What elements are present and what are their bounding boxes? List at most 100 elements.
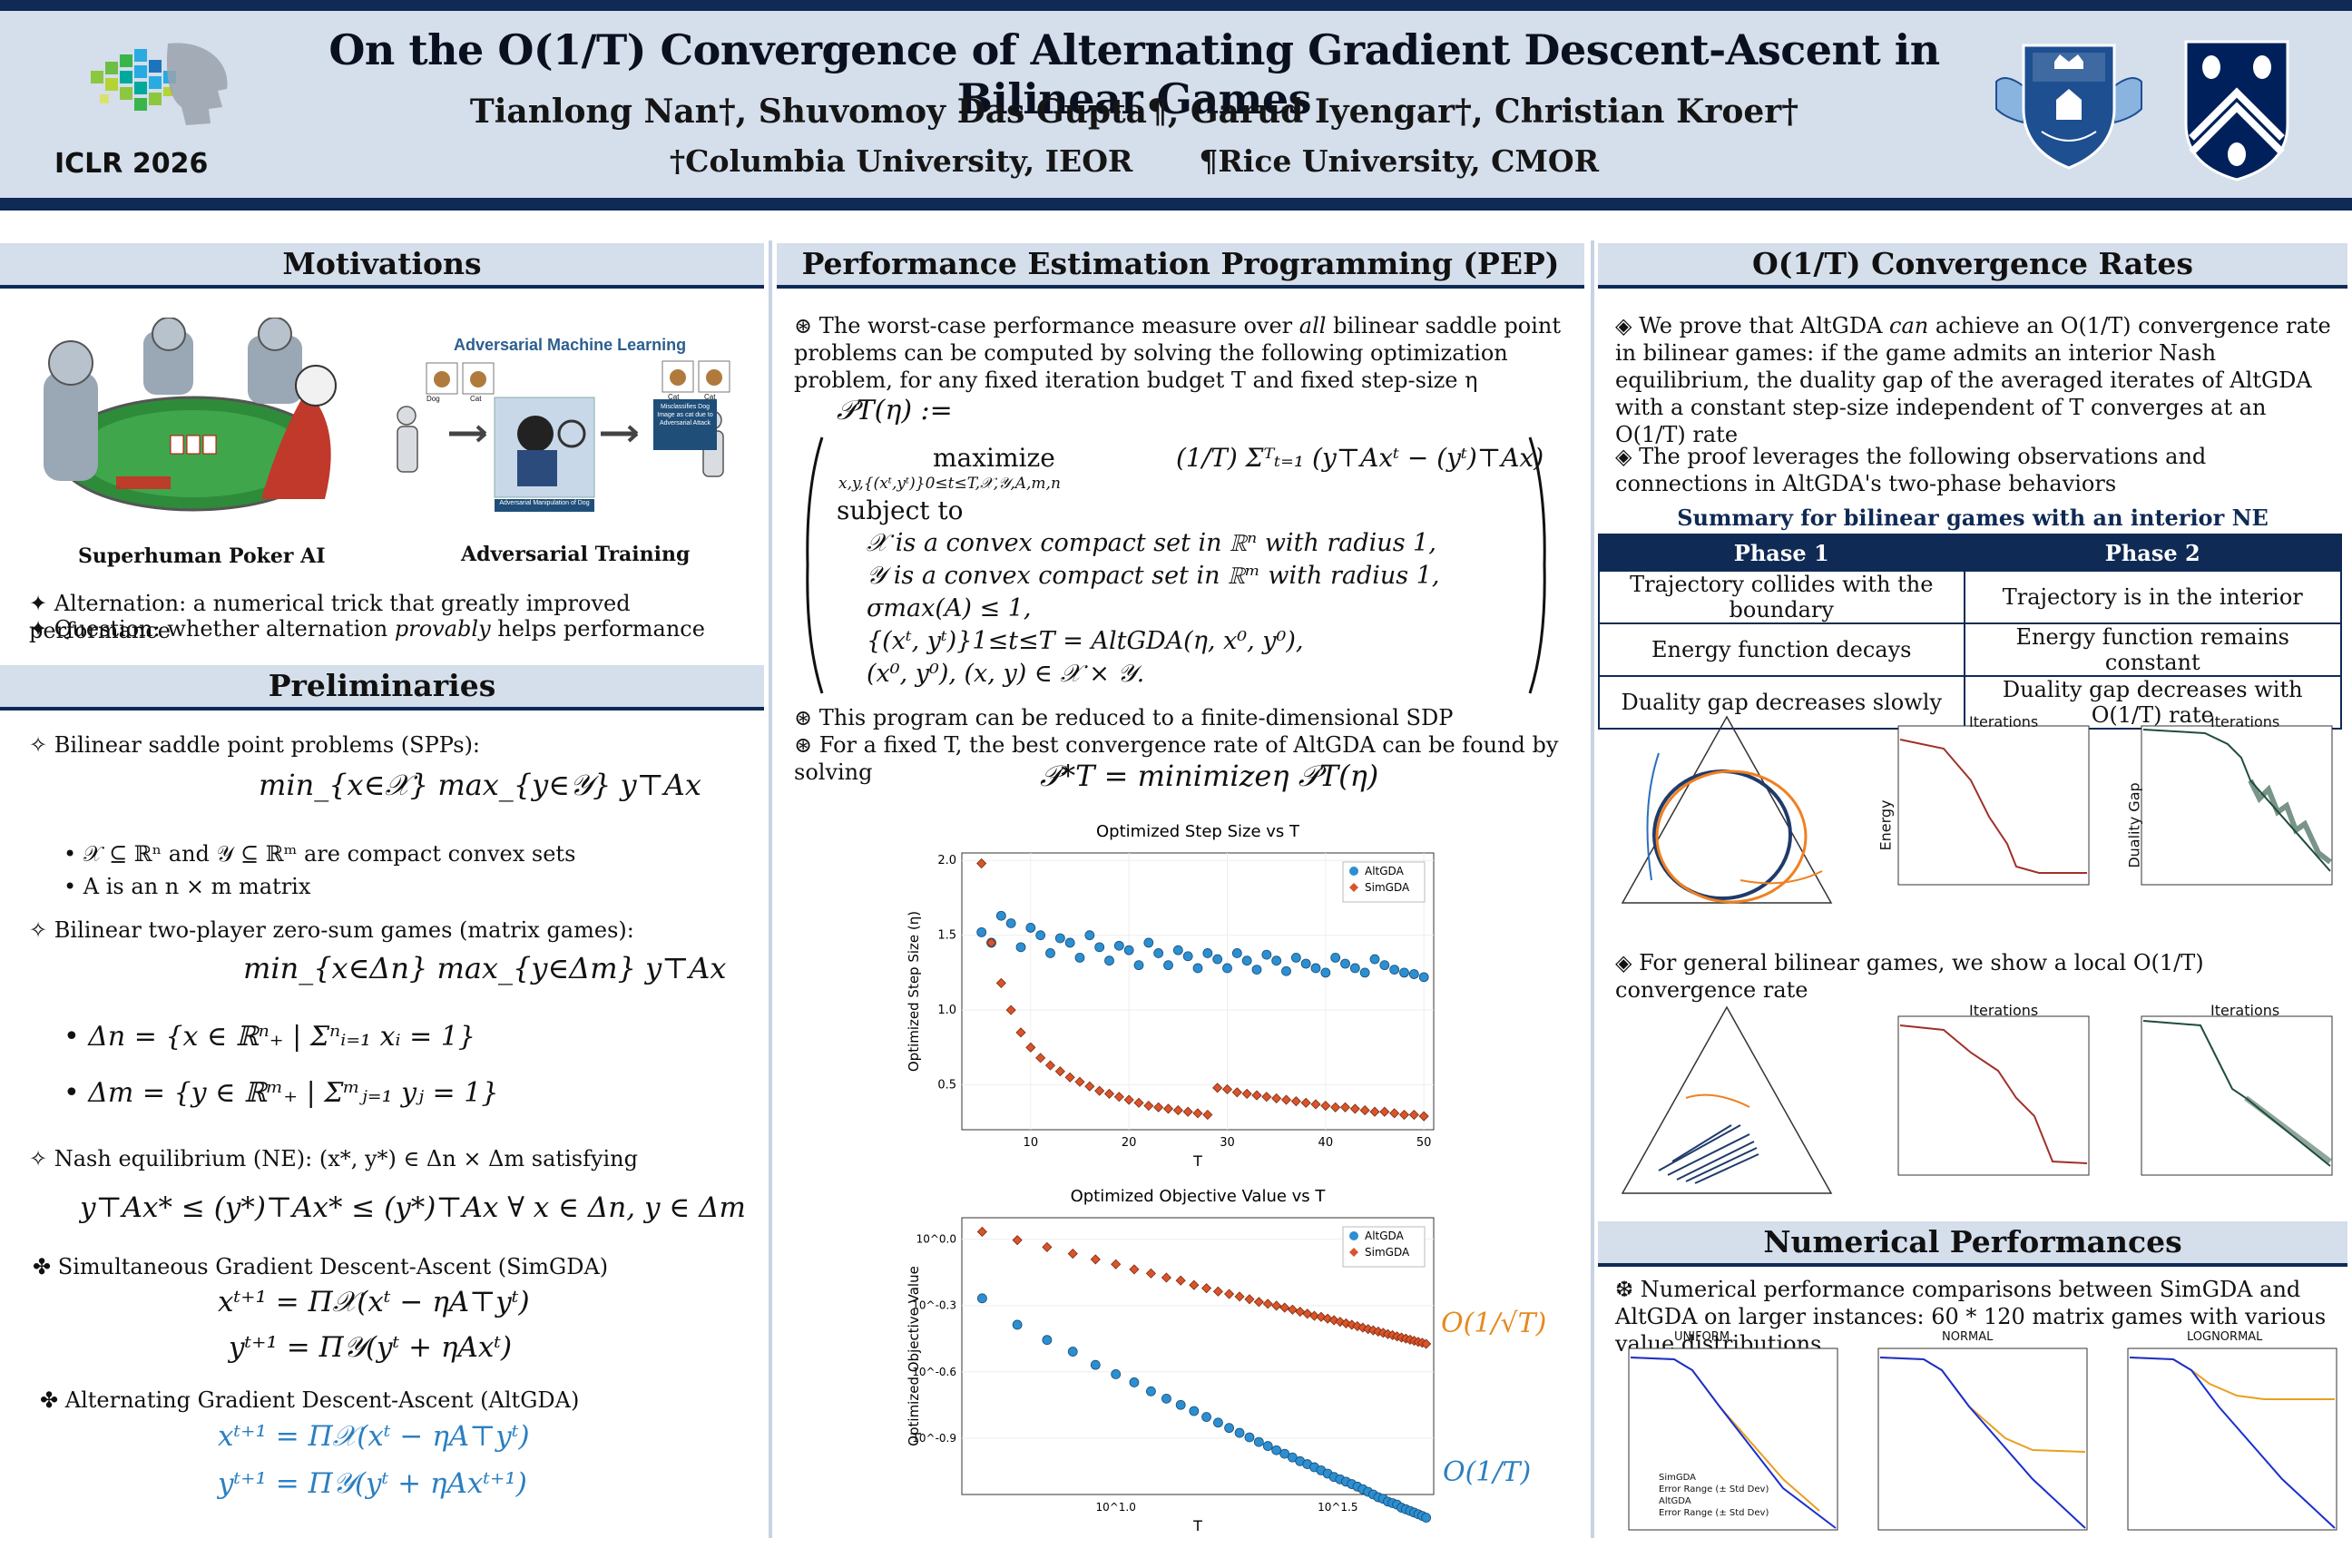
data-point-simgda	[1290, 1096, 1301, 1107]
pep-constraint: (x⁰, y⁰), (x, y) ∈ 𝒳 × 𝒴.	[867, 660, 1145, 688]
rates-paragraph-1: ◈ We prove that AltGDA can achieve an O(…	[1615, 313, 2331, 447]
data-point-simgda	[1064, 1072, 1075, 1083]
data-point-altgda	[1281, 965, 1291, 976]
data-point-simgda	[1212, 1083, 1223, 1093]
data-point-altgda	[1212, 954, 1223, 965]
data-point-simgda	[1192, 1108, 1203, 1119]
affiliation-columbia: †Columbia University, IEOR	[669, 143, 1133, 179]
data-point-simgda	[1224, 1289, 1235, 1299]
step-size-chart: Optimized Step Size vs T 10 20 30 40 50 0.5 1.0…	[898, 817, 1452, 1180]
ne-equation: y⊤Ax* ≤ (y*)⊤Ax* ≤ (y*)⊤Ax ∀ x ∈ Δn, y ∈…	[80, 1191, 746, 1224]
numerical-paragraph: ❆ Numerical performance comparisons betw…	[1615, 1277, 2327, 1357]
spp-bullet: • 𝒳 ⊆ ℝⁿ and 𝒴 ⊆ ℝᵐ are compact convex s…	[64, 841, 576, 867]
data-point-simgda	[1251, 1090, 1262, 1101]
game-equation: min_{x∈Δn} max_{y∈Δm} y⊤Ax	[243, 951, 727, 985]
author-list: Tianlong Nan†, Shuvomoy Das Gupta¶, Garu…	[469, 93, 1799, 131]
data-point-simgda	[1005, 1004, 1016, 1015]
y-tick-label: 10^-0.3	[912, 1299, 956, 1312]
data-point-altgda	[1042, 1335, 1053, 1346]
conference-label: ICLR 2026	[54, 148, 209, 180]
dgap-axis-label: Duality Gap	[2125, 782, 2143, 868]
data-point-altgda	[1244, 1432, 1255, 1443]
data-point-altgda	[1213, 1417, 1223, 1428]
data-point-simgda	[1261, 1092, 1272, 1102]
data-point-altgda	[1129, 1377, 1140, 1387]
data-point-simgda	[1349, 1103, 1360, 1114]
iterations-label: Iterations	[1969, 713, 2039, 730]
x-tick-label: 30	[1220, 1136, 1235, 1150]
data-point-simgda	[1145, 1268, 1156, 1279]
data-point-altgda	[976, 1293, 987, 1304]
data-point-altgda	[1094, 942, 1105, 953]
motivations-heading: Motivations	[0, 243, 764, 289]
data-point-altgda	[1153, 948, 1164, 958]
simgda-title: ✤ Simultaneous Gradient Descent-Ascent (…	[33, 1254, 609, 1279]
data-point-altgda	[1369, 954, 1380, 965]
data-point-simgda	[1044, 1060, 1056, 1071]
poker-caption: Superhuman Poker AI	[78, 544, 326, 568]
y-axis-label: Optimized Objective Value	[906, 1266, 922, 1446]
data-point-simgda	[1153, 1102, 1164, 1112]
spp-equation: min_{x∈𝒳} max_{y∈𝒴} y⊤Ax	[259, 768, 701, 802]
y-axis-label: Optimized Step Size (η)	[906, 911, 922, 1072]
legend-marker	[1349, 1231, 1358, 1240]
data-point-simgda	[1300, 1097, 1311, 1108]
simplex-n-def: • Δn = {x ∈ ℝⁿ₊ | Σⁿᵢ₌₁ xᵢ = 1}	[64, 1021, 475, 1053]
data-point-simgda	[1279, 1302, 1290, 1313]
motivation-bullet: ✦ Alternation: a numerical trick that gr…	[29, 591, 631, 643]
data-point-altgda	[1222, 963, 1232, 974]
table-row: Duality gap decreases slowly Duality gap …	[1598, 675, 2342, 730]
data-point-simgda	[1012, 1235, 1023, 1246]
table-row: Trajectory collides with the boundary Tra…	[1598, 570, 2342, 624]
data-point-simgda	[1212, 1286, 1223, 1297]
data-point-simgda	[1175, 1275, 1186, 1286]
iclr-logo	[82, 34, 245, 147]
data-point-altgda	[1290, 953, 1301, 963]
misclassify-label: Misclassifies Dog Image as cat due to Ad…	[657, 404, 713, 426]
data-point-simgda	[1308, 1310, 1320, 1321]
simplex-trajectory-figure-2	[1604, 989, 1849, 1210]
y-tick-label: 10^0.0	[916, 1233, 956, 1246]
data-point-simgda	[1244, 1294, 1255, 1305]
data-point-altgda	[1133, 960, 1144, 971]
y-tick-label: 10^-0.9	[912, 1432, 956, 1445]
data-point-simgda	[1035, 1053, 1046, 1063]
data-point-altgda	[1421, 1513, 1432, 1523]
sqrt-rate-label: O(1/√T)	[1441, 1308, 1547, 1339]
column-divider	[769, 240, 772, 1538]
duality-gap-plot-1	[2114, 717, 2341, 902]
data-point-simgda	[1182, 1106, 1193, 1117]
chart-title: Optimized Objective Value vs T	[1071, 1187, 1327, 1206]
spp-title: ✧ Bilinear saddle point problems (SPPs):	[29, 732, 481, 758]
adversarial-caption: Adversarial Training	[461, 543, 691, 566]
legend-marker	[1349, 867, 1358, 876]
numerical-legend: SimGDA Error Range (± Std Dev) AltGDA Erro…	[1659, 1473, 1769, 1518]
poster-header	[0, 0, 2352, 211]
data-point-altgda	[1349, 963, 1360, 974]
data-point-altgda	[1234, 1427, 1245, 1438]
data-point-altgda	[1330, 953, 1341, 963]
header-bottom-bar	[0, 198, 2352, 211]
data-point-simgda	[1074, 1076, 1085, 1087]
data-point-altgda	[1310, 963, 1321, 974]
data-point-altgda	[976, 926, 987, 937]
data-point-simgda	[1330, 1102, 1341, 1112]
data-point-altgda	[1172, 945, 1183, 956]
data-point-altgda	[1359, 967, 1370, 978]
pep-maximize-subscript: x,y,{(xᵗ,yᵗ)}0≤t≤T,𝒳,𝒴,A,m,n	[838, 475, 1061, 493]
column-divider	[1591, 240, 1594, 1538]
data-point-altgda	[1418, 972, 1429, 983]
data-point-altgda	[1012, 1319, 1023, 1330]
data-point-altgda	[1025, 923, 1036, 933]
data-point-simgda	[1369, 1106, 1380, 1117]
data-point-altgda	[1320, 967, 1331, 978]
legend-label: AltGDA	[1365, 865, 1405, 877]
data-point-altgda	[1192, 963, 1203, 974]
affiliations: †Columbia University, IEOR ¶Rice Univers…	[272, 143, 1996, 179]
pep-min-equation: 𝒫*T = minimizeη 𝒫T(η)	[1040, 759, 1379, 793]
data-point-altgda	[1251, 965, 1262, 975]
data-point-simgda	[1129, 1264, 1140, 1275]
rates-paragraph-3: ◈ For general bilinear games, we show a …	[1615, 950, 2204, 1003]
pep-maximize: maximize	[933, 443, 1055, 473]
data-point-simgda	[1357, 1322, 1368, 1333]
